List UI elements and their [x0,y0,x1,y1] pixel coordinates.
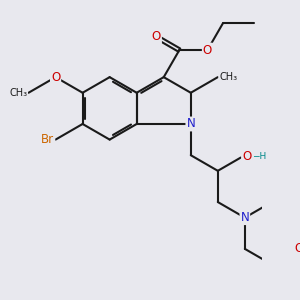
Text: CH₃: CH₃ [219,72,237,82]
Text: O: O [242,150,251,163]
Text: CH₃: CH₃ [9,88,27,98]
Text: −H: −H [253,152,267,161]
Text: O: O [51,70,60,84]
Text: O: O [152,30,161,43]
Text: Br: Br [41,133,54,146]
Text: N: N [186,118,195,130]
Text: O: O [294,242,300,255]
Text: O: O [203,44,212,57]
Text: N: N [241,211,249,224]
